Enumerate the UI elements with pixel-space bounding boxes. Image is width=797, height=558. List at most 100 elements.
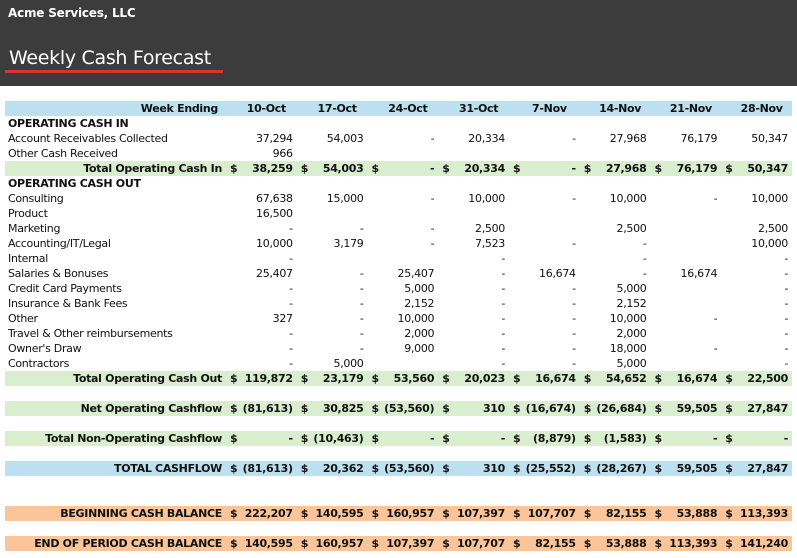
value-cell[interactable]: 10,000 — [580, 191, 651, 206]
value-cell[interactable]: - — [509, 131, 580, 146]
value-cell[interactable]: 5,000 — [368, 281, 439, 296]
value-cell[interactable]: $ - — [651, 431, 722, 446]
value-cell[interactable] — [297, 146, 368, 161]
value-cell[interactable] — [580, 146, 651, 161]
total-label[interactable]: TOTAL CASHFLOW — [114, 462, 222, 475]
value-cell[interactable]: $27,847 — [721, 401, 792, 416]
value-cell[interactable]: 9,000 — [368, 341, 439, 356]
value-cell[interactable]: 2,500 — [438, 221, 509, 236]
week-column-header[interactable]: 14-Nov — [599, 102, 642, 115]
value-cell[interactable]: $ (81,613) — [226, 401, 297, 416]
value-cell[interactable]: 76,179 — [651, 131, 722, 146]
value-cell[interactable]: $113,393 — [651, 536, 722, 551]
value-cell[interactable]: $119,872 — [226, 371, 297, 386]
value-cell[interactable]: - — [226, 281, 297, 296]
value-cell[interactable]: 7,523 — [438, 236, 509, 251]
value-cell[interactable]: - — [438, 341, 509, 356]
value-cell[interactable]: $ (16,674) — [509, 401, 580, 416]
value-cell[interactable]: - — [226, 296, 297, 311]
value-cell[interactable] — [651, 281, 722, 296]
value-cell[interactable] — [297, 206, 368, 221]
value-cell[interactable]: $ (1,583) — [580, 431, 651, 446]
value-cell[interactable]: $50,347 — [721, 161, 792, 176]
value-cell[interactable]: - — [721, 281, 792, 296]
row-label[interactable]: Salaries & Bonuses — [8, 267, 109, 280]
section-title[interactable]: OPERATING CASH IN — [8, 117, 129, 130]
value-cell[interactable] — [580, 206, 651, 221]
value-cell[interactable]: 25,407 — [368, 266, 439, 281]
value-cell[interactable] — [509, 251, 580, 266]
value-cell[interactable]: $53,888 — [580, 536, 651, 551]
value-cell[interactable]: 2,500 — [721, 221, 792, 236]
value-cell[interactable]: - — [580, 266, 651, 281]
value-cell[interactable] — [368, 206, 439, 221]
row-label[interactable]: Contractors — [8, 357, 70, 370]
value-cell[interactable]: $ (26,684) — [580, 401, 651, 416]
value-cell[interactable]: - — [226, 326, 297, 341]
value-cell[interactable]: $ (8,879) — [509, 431, 580, 446]
value-cell[interactable]: $59,505 — [651, 461, 722, 476]
value-cell[interactable]: - — [509, 341, 580, 356]
value-cell[interactable]: $38,259 — [226, 161, 297, 176]
value-cell[interactable] — [651, 146, 722, 161]
value-cell[interactable]: - — [438, 251, 509, 266]
value-cell[interactable]: - — [509, 236, 580, 251]
value-cell[interactable]: $27,847 — [721, 461, 792, 476]
row-label[interactable]: Accounting/IT/Legal — [8, 237, 111, 250]
value-cell[interactable]: $16,674 — [509, 371, 580, 386]
value-cell[interactable]: $53,888 — [651, 506, 722, 521]
value-cell[interactable]: 2,000 — [580, 326, 651, 341]
value-cell[interactable]: $ - — [721, 431, 792, 446]
value-cell[interactable]: $82,155 — [509, 536, 580, 551]
value-cell[interactable]: - — [297, 266, 368, 281]
value-cell[interactable]: - — [297, 311, 368, 326]
value-cell[interactable]: - — [651, 191, 722, 206]
value-cell[interactable]: $310 — [438, 461, 509, 476]
value-cell[interactable]: - — [297, 296, 368, 311]
value-cell[interactable]: 10,000 — [226, 236, 297, 251]
value-cell[interactable]: 5,000 — [580, 281, 651, 296]
value-cell[interactable]: 10,000 — [368, 311, 439, 326]
value-cell[interactable]: 16,674 — [509, 266, 580, 281]
value-cell[interactable] — [721, 146, 792, 161]
value-cell[interactable] — [297, 251, 368, 266]
value-cell[interactable]: $107,397 — [438, 506, 509, 521]
value-cell[interactable]: $113,393 — [721, 506, 792, 521]
value-cell[interactable]: $140,595 — [226, 536, 297, 551]
value-cell[interactable]: $23,179 — [297, 371, 368, 386]
value-cell[interactable]: 67,638 — [226, 191, 297, 206]
value-cell[interactable]: - — [580, 251, 651, 266]
value-cell[interactable]: - — [297, 221, 368, 236]
row-label[interactable]: Internal — [8, 252, 48, 265]
value-cell[interactable]: - — [226, 251, 297, 266]
value-cell[interactable]: $140,595 — [297, 506, 368, 521]
value-cell[interactable]: 15,000 — [297, 191, 368, 206]
value-cell[interactable]: - — [226, 221, 297, 236]
total-label[interactable]: Total Non-Operating Cashflow — [45, 432, 222, 445]
value-cell[interactable]: $ - — [226, 431, 297, 446]
value-cell[interactable]: - — [438, 311, 509, 326]
week-column-header[interactable]: 21-Nov — [669, 102, 712, 115]
value-cell[interactable]: 27,968 — [580, 131, 651, 146]
value-cell[interactable]: $ - — [368, 161, 439, 176]
value-cell[interactable] — [721, 206, 792, 221]
week-column-header[interactable]: 7-Nov — [532, 102, 567, 115]
row-label[interactable]: Product — [8, 207, 48, 220]
value-cell[interactable]: $ (53,560) — [368, 461, 439, 476]
value-cell[interactable]: - — [509, 281, 580, 296]
value-cell[interactable]: - — [721, 311, 792, 326]
value-cell[interactable]: $ (28,267) — [580, 461, 651, 476]
value-cell[interactable]: $107,397 — [368, 536, 439, 551]
value-cell[interactable]: $222,207 — [226, 506, 297, 521]
value-cell[interactable]: $160,957 — [297, 536, 368, 551]
total-label[interactable]: Total Operating Cash Out — [73, 372, 222, 385]
value-cell[interactable]: $ - — [509, 161, 580, 176]
value-cell[interactable]: 10,000 — [438, 191, 509, 206]
value-cell[interactable]: - — [721, 356, 792, 371]
value-cell[interactable]: 327 — [226, 311, 297, 326]
value-cell[interactable]: $53,560 — [368, 371, 439, 386]
total-label[interactable]: Total Operating Cash In — [83, 162, 222, 175]
value-cell[interactable]: 5,000 — [580, 356, 651, 371]
section-title[interactable]: OPERATING CASH OUT — [8, 177, 141, 190]
value-cell[interactable]: $107,707 — [509, 506, 580, 521]
